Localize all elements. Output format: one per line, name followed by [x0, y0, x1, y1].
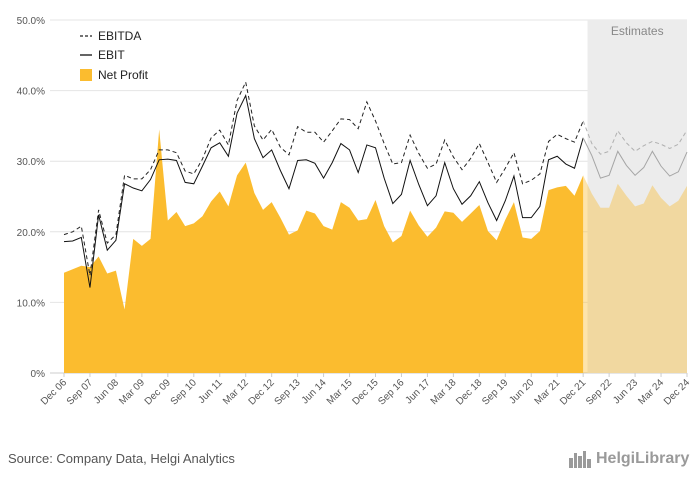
- legend: EBITDA EBIT Net Profit: [80, 29, 149, 82]
- y-tick-label: 10.0%: [17, 298, 45, 309]
- x-tick-label: Mar 12: [221, 377, 251, 407]
- legend-item-net-profit[interactable]: Net Profit: [80, 68, 149, 82]
- source-note: Source: Company Data, Helgi Analytics: [8, 451, 235, 466]
- x-tick-label: Sep 19: [480, 377, 510, 407]
- y-tick-label: 0%: [31, 369, 46, 380]
- x-tick-label: Sep 16: [376, 377, 406, 407]
- x-tick-label: Jun 14: [300, 377, 329, 406]
- legend-label-net-profit: Net Profit: [98, 68, 149, 82]
- series-layer: [63, 80, 688, 373]
- y-tick-label: 50.0%: [17, 16, 45, 27]
- ebit-line: [63, 93, 584, 288]
- legend-label-ebit: EBIT: [98, 48, 125, 62]
- x-tick-label: Sep 07: [65, 377, 95, 407]
- y-axis: 0% 10.0% 20.0% 30.0% 40.0% 50.0%: [17, 16, 45, 380]
- x-tick-label: Jun 17: [404, 377, 433, 406]
- x-tick-label: Jun 23: [611, 377, 640, 406]
- ebitda-line-estimate: [582, 120, 688, 155]
- legend-item-ebit[interactable]: EBIT: [80, 48, 125, 62]
- x-tick-label: Dec 12: [247, 377, 277, 407]
- x-tick-label: Sep 10: [169, 377, 199, 407]
- x-tick-label: Sep 13: [273, 377, 303, 407]
- ebit-line-estimate: [582, 137, 688, 179]
- y-tick-label: 20.0%: [17, 228, 45, 239]
- y-tick-label: 40.0%: [17, 87, 45, 98]
- x-tick-label: Jun 11: [196, 377, 225, 406]
- y-tick-label: 30.0%: [17, 157, 45, 168]
- x-tick-label: Mar 24: [636, 377, 666, 407]
- legend-label-ebitda: EBITDA: [98, 29, 141, 43]
- estimates-band: [587, 20, 687, 373]
- x-tick-label: Mar 09: [117, 377, 147, 407]
- net-profit-area-estimate: [583, 175, 687, 373]
- net-profit-area: [64, 129, 584, 373]
- x-tick-label: Jun 20: [507, 377, 536, 406]
- x-tick-label: Mar 18: [429, 377, 459, 407]
- brand-name: HelgiLibrary: [596, 450, 690, 467]
- filled-square-icon: [80, 69, 92, 81]
- x-tick-label: Jun 08: [92, 377, 121, 406]
- estimates-label: Estimates: [611, 24, 664, 38]
- ebitda-line: [63, 80, 584, 276]
- legend-item-ebitda[interactable]: EBITDA: [80, 29, 141, 43]
- x-tick-label: Dec 06: [39, 377, 69, 407]
- x-tick-label: Sep 22: [584, 377, 614, 407]
- x-tick-label: Dec 21: [558, 377, 588, 407]
- x-tick-label: Mar 21: [533, 377, 563, 407]
- x-tick-label: Mar 15: [325, 377, 355, 407]
- brand[interactable]: HelgiLibrary: [568, 449, 689, 469]
- x-tick-label: Dec 15: [350, 377, 380, 407]
- x-tick-label: Dec 18: [454, 377, 484, 407]
- skyline-logo-icon: [569, 451, 591, 468]
- x-tick-label: Dec 24: [662, 377, 692, 407]
- x-tick-label: Dec 09: [143, 377, 173, 407]
